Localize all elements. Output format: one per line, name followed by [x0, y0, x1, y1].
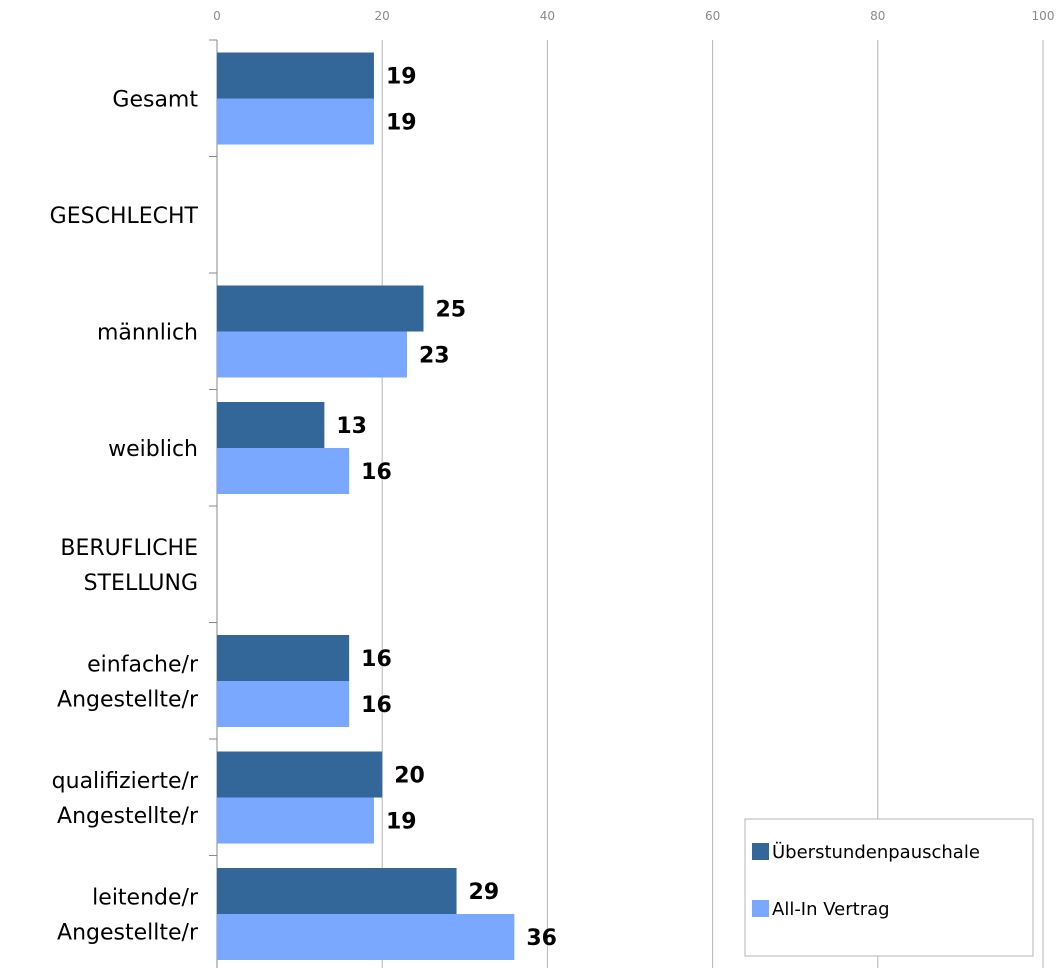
x-tick-label: 100	[1032, 9, 1055, 23]
bar	[217, 751, 383, 798]
bar	[217, 797, 374, 844]
data-label: 19	[386, 111, 417, 136]
x-tick-label: 20	[375, 9, 390, 23]
category-label: BERUFLICHE	[60, 536, 198, 561]
data-label: 16	[361, 460, 392, 485]
data-label: 16	[361, 647, 392, 672]
category-label: GESCHLECHT	[50, 204, 199, 229]
category-label: STELLUNG	[84, 571, 198, 596]
legend-swatch	[752, 900, 769, 917]
data-label: 29	[469, 880, 500, 905]
x-tick-label: 0	[213, 9, 221, 23]
bars	[217, 52, 515, 960]
data-label: 20	[394, 764, 425, 789]
data-label: 16	[361, 693, 392, 718]
category-label: Angestellte/r	[57, 920, 199, 945]
bar	[217, 402, 325, 448]
category-label: Angestellte/r	[57, 687, 199, 712]
bar	[217, 448, 350, 494]
data-label: 19	[386, 810, 417, 835]
x-tick-label: 80	[870, 9, 885, 23]
category-label: männlich	[97, 320, 198, 345]
bar	[217, 681, 350, 727]
category-label: qualifizierte/r	[52, 769, 199, 794]
x-axis-ticks: 0 20 40 60 80 100	[213, 9, 1054, 23]
category-label: leitende/r	[92, 885, 199, 910]
bar	[217, 52, 374, 99]
data-labels: 19 19 25 23 13 16 16 16 20 19 29 36	[336, 65, 557, 952]
data-label: 25	[436, 298, 467, 323]
category-label: weiblich	[108, 437, 198, 462]
legend-swatch	[752, 843, 769, 860]
category-label: Gesamt	[112, 87, 198, 112]
legend-label: Überstundenpauschale	[772, 841, 980, 863]
category-labels: Gesamt GESCHLECHT männlich weiblich BERUFLIC…	[50, 87, 199, 945]
data-label: 13	[336, 414, 367, 439]
legend: Überstundenpauschale All-In Vertrag	[744, 818, 1034, 957]
data-label: 23	[419, 344, 450, 369]
legend-box	[744, 818, 1034, 957]
legend-label: All-In Vertrag	[772, 899, 890, 920]
gridlines	[381, 40, 1044, 968]
x-tick-label: 40	[540, 9, 555, 23]
data-label: 19	[386, 65, 417, 90]
bar	[217, 98, 374, 145]
y-axis	[209, 39, 218, 968]
bar	[217, 914, 515, 960]
bar	[217, 635, 350, 681]
category-label: Angestellte/r	[57, 804, 199, 829]
bar	[217, 868, 457, 914]
data-label: 36	[526, 926, 557, 951]
x-tick-label: 60	[705, 9, 720, 23]
category-label: einfache/r	[87, 652, 199, 677]
bar	[217, 285, 424, 332]
bar	[217, 331, 407, 378]
